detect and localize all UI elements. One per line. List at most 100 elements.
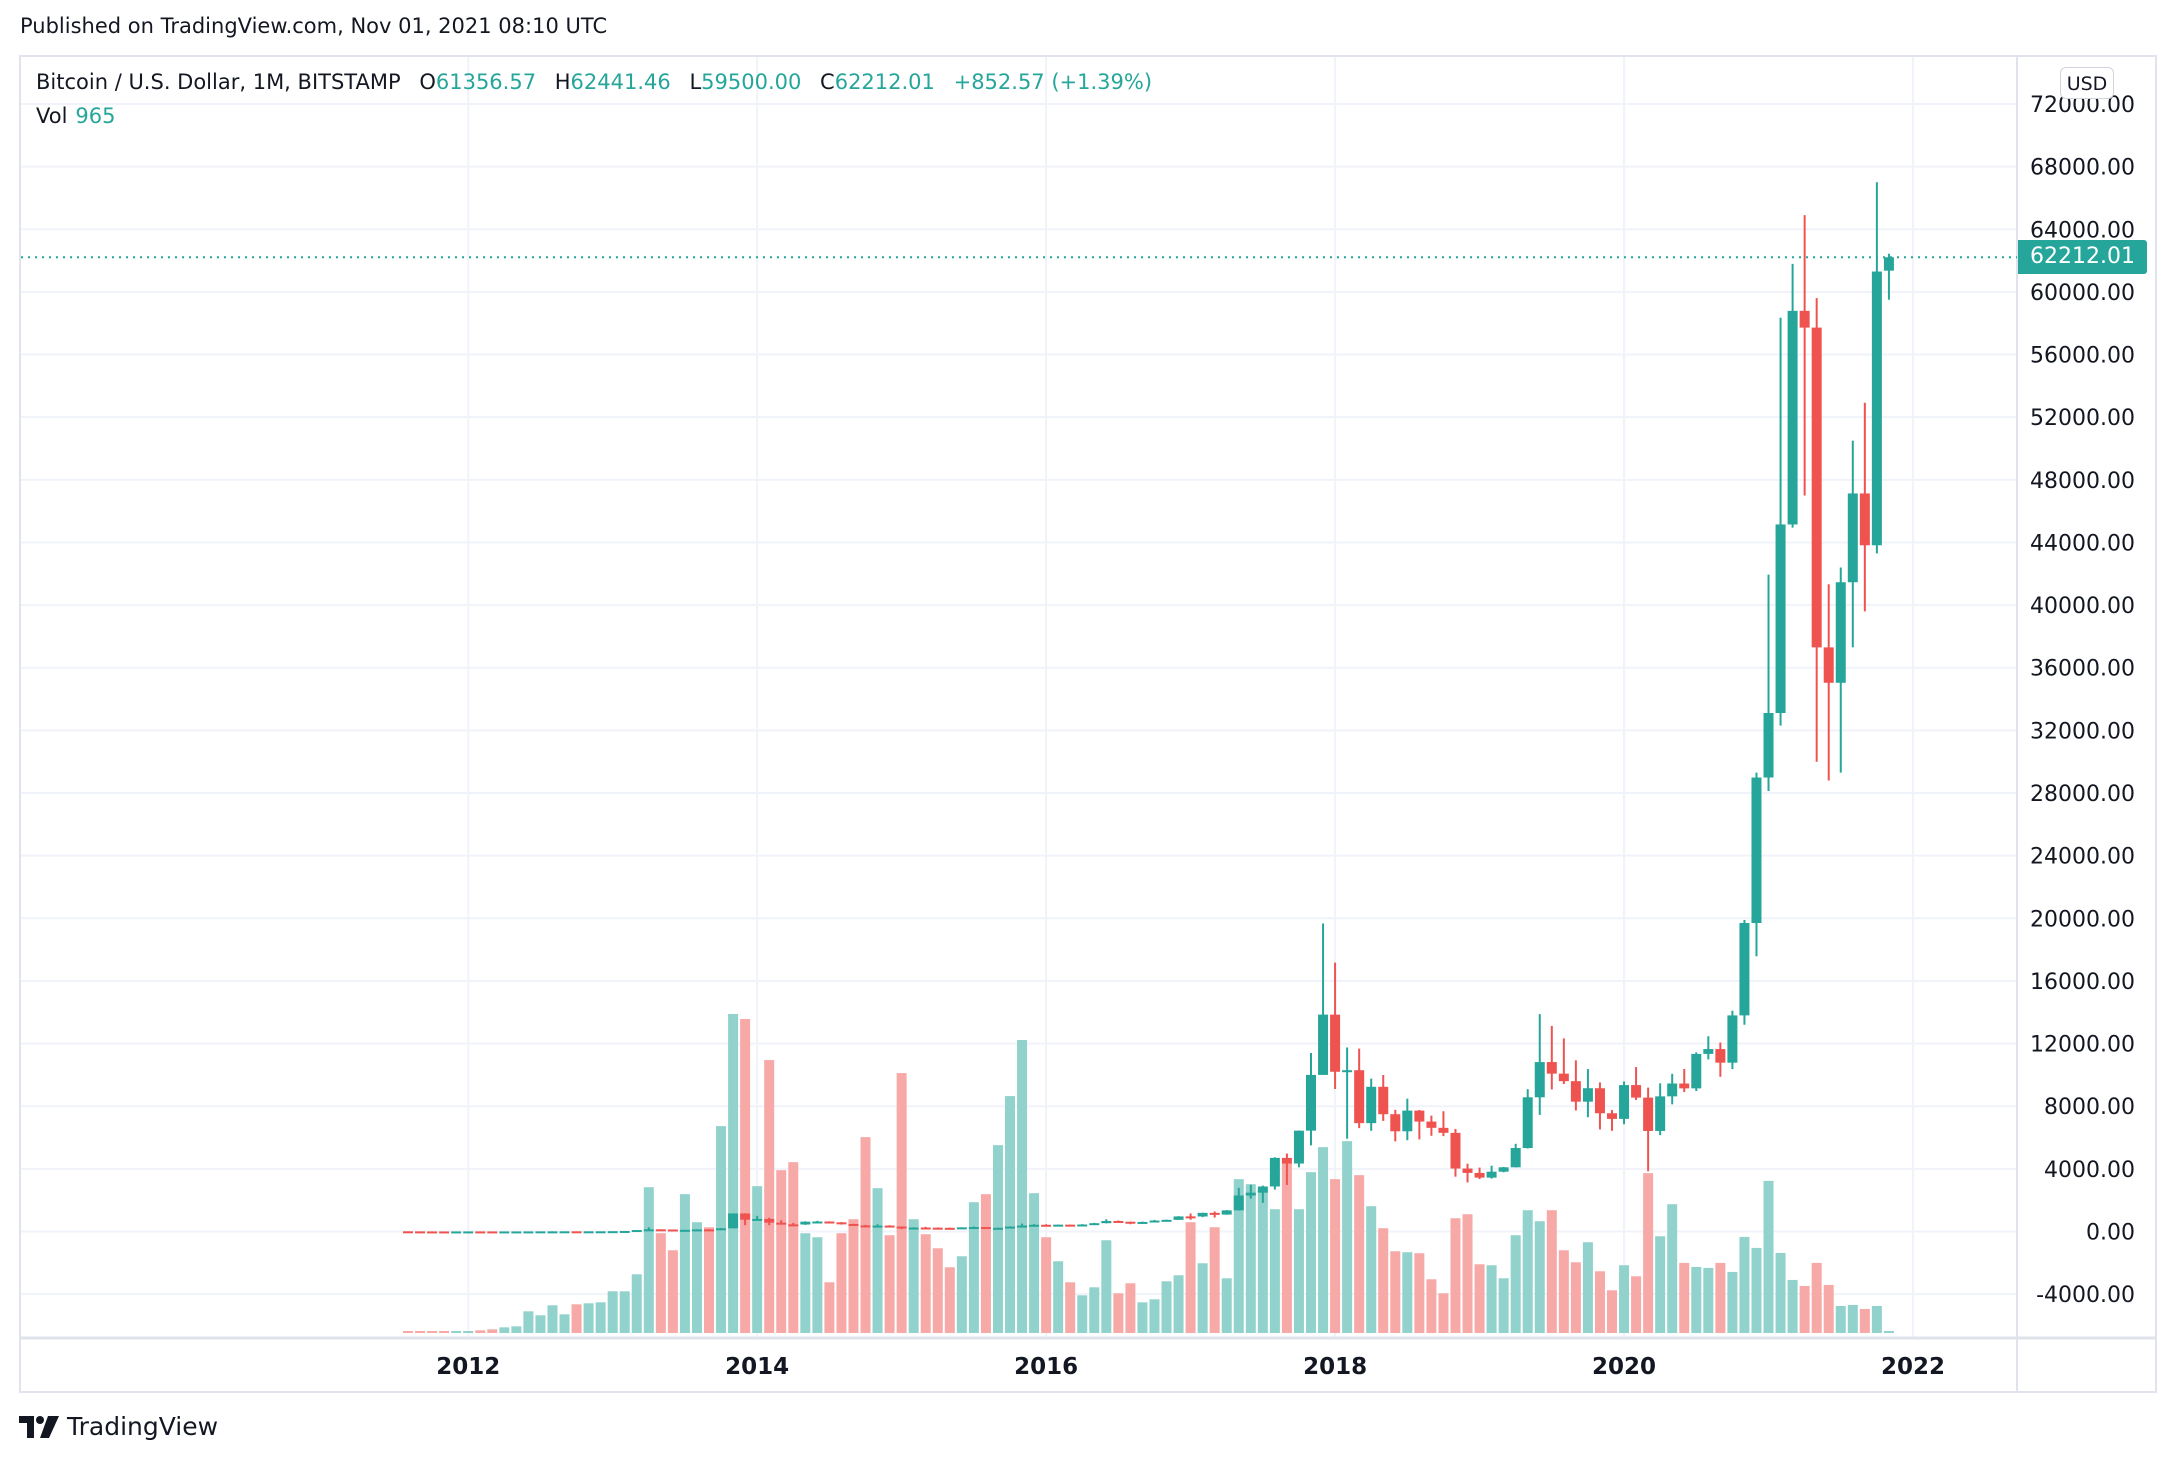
volume-bar xyxy=(499,1327,510,1333)
volume-bar xyxy=(920,1234,931,1333)
candle-body xyxy=(631,1230,642,1233)
volume-bar xyxy=(968,1202,979,1333)
candle-body xyxy=(1763,712,1774,778)
open-label: O xyxy=(419,70,436,94)
candle-body xyxy=(728,1213,739,1229)
candle-body xyxy=(1438,1127,1449,1133)
volume-bar xyxy=(728,1014,739,1333)
candle-body xyxy=(1486,1171,1497,1178)
brand-name: TradingView xyxy=(67,1412,219,1441)
open-value: 61356.57 xyxy=(435,70,537,94)
volume-bar xyxy=(1667,1204,1678,1333)
volume-bar xyxy=(1426,1279,1437,1333)
volume-bar xyxy=(1245,1184,1256,1333)
volume-bar xyxy=(932,1248,943,1333)
volume-bar xyxy=(1486,1265,1497,1333)
volume-bar xyxy=(812,1237,823,1333)
candle-body xyxy=(511,1231,522,1234)
candle-body xyxy=(619,1230,630,1233)
candle-body xyxy=(1546,1062,1557,1074)
candle-body xyxy=(691,1229,702,1232)
candle-body xyxy=(1703,1049,1714,1054)
volume-bar xyxy=(631,1274,642,1333)
volume-bar xyxy=(583,1303,594,1333)
candle-body xyxy=(1835,582,1846,683)
candle-body xyxy=(1173,1216,1184,1220)
candle-body xyxy=(1293,1130,1304,1164)
candle-body xyxy=(1619,1085,1630,1119)
y-tick-label: 8000.00 xyxy=(2044,1095,2135,1120)
candle-body xyxy=(788,1224,799,1227)
volume-bar xyxy=(439,1331,450,1333)
volume-bar xyxy=(1835,1305,1846,1333)
volume-bar xyxy=(691,1222,702,1333)
candle-body xyxy=(667,1229,678,1232)
volume-bar xyxy=(896,1073,907,1333)
y-tick-label: 48000.00 xyxy=(2030,469,2135,494)
tradingview-logo[interactable]: TradingView xyxy=(19,1412,218,1441)
volume-bar xyxy=(992,1145,1003,1333)
chart-frame xyxy=(19,55,2157,1393)
candle-body xyxy=(716,1228,727,1231)
volume-bar xyxy=(956,1256,967,1333)
volume-bar xyxy=(523,1311,534,1333)
volume-bar xyxy=(487,1329,498,1333)
candle-body xyxy=(1137,1221,1148,1224)
candle-body xyxy=(1378,1086,1389,1115)
candle-body xyxy=(1414,1110,1425,1122)
volume-value: 965 xyxy=(75,104,116,128)
candle-body xyxy=(968,1227,979,1230)
volume-bar xyxy=(1594,1271,1605,1333)
candle-body xyxy=(607,1231,618,1234)
volume-label[interactable]: Vol xyxy=(36,104,68,128)
volume-bar xyxy=(1643,1173,1654,1333)
candle-body xyxy=(559,1231,570,1234)
candle-body xyxy=(1053,1224,1064,1227)
volume-bar xyxy=(764,1060,775,1333)
volume-bar xyxy=(1811,1262,1822,1333)
candle-body xyxy=(595,1231,606,1234)
volume-bar xyxy=(836,1233,847,1333)
volume-bar xyxy=(908,1219,919,1333)
volume-bar xyxy=(1691,1266,1702,1333)
volume-bar xyxy=(1474,1264,1485,1333)
candle-body xyxy=(1582,1088,1593,1102)
candle-body xyxy=(1318,1014,1329,1075)
volume-bar xyxy=(1799,1285,1810,1333)
candle-body xyxy=(1522,1097,1533,1149)
y-tick-label: 20000.00 xyxy=(2030,907,2135,932)
candle-body xyxy=(1811,327,1822,648)
candle-body xyxy=(1450,1132,1461,1169)
y-tick-label: 4000.00 xyxy=(2044,1158,2135,1183)
candle-body xyxy=(1281,1157,1292,1164)
volume-bar xyxy=(704,1227,714,1333)
candle-body xyxy=(1799,310,1810,328)
candle-body xyxy=(1775,524,1786,713)
volume-bar xyxy=(535,1315,546,1333)
candle-body xyxy=(643,1229,654,1232)
candle-body xyxy=(1125,1221,1136,1224)
candle-body xyxy=(1390,1114,1401,1132)
candle-body xyxy=(1197,1212,1208,1217)
currency-button[interactable]: USD xyxy=(2060,67,2114,99)
volume-bar xyxy=(559,1314,570,1333)
volume-bar xyxy=(1619,1265,1630,1333)
volume-bar xyxy=(1017,1040,1028,1333)
volume-bar xyxy=(1113,1293,1124,1333)
volume-bar xyxy=(1029,1193,1040,1333)
volume-bar xyxy=(860,1137,871,1333)
volume-bar xyxy=(800,1233,811,1333)
y-tick-label: 0.00 xyxy=(2086,1221,2135,1246)
y-tick-label: 56000.00 xyxy=(2030,344,2135,369)
symbol-title[interactable]: Bitcoin / U.S. Dollar, 1M, BITSTAMP xyxy=(36,70,401,94)
volume-bar xyxy=(1498,1278,1509,1333)
candle-body xyxy=(1655,1096,1666,1131)
candle-body xyxy=(956,1227,967,1230)
volume-bar xyxy=(1883,1330,1894,1333)
volume-bar xyxy=(1041,1237,1052,1333)
volume-bar xyxy=(884,1235,895,1333)
volume-bar xyxy=(1209,1227,1220,1333)
volume-bar xyxy=(1655,1236,1666,1333)
candle-body xyxy=(896,1226,907,1229)
